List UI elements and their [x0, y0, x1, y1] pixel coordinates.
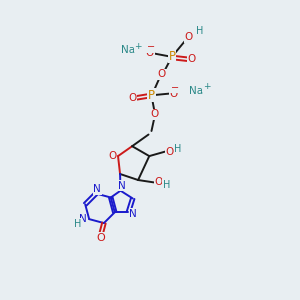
- Text: O: O: [170, 88, 178, 98]
- Text: P: P: [169, 50, 176, 63]
- Text: O: O: [97, 233, 105, 243]
- Text: −: −: [147, 43, 155, 52]
- Text: O: O: [150, 109, 159, 119]
- Text: N: N: [118, 181, 126, 191]
- Text: O: O: [165, 147, 174, 157]
- Text: O: O: [146, 48, 154, 59]
- Text: H: H: [174, 144, 182, 154]
- Text: O: O: [184, 32, 193, 42]
- Text: P: P: [148, 88, 155, 101]
- Text: O: O: [158, 69, 166, 79]
- Text: O: O: [109, 151, 117, 161]
- Text: H: H: [163, 180, 170, 190]
- Text: O: O: [188, 54, 196, 64]
- Text: N: N: [93, 184, 101, 194]
- Text: Na: Na: [121, 45, 135, 56]
- Text: +: +: [203, 82, 210, 91]
- Text: H: H: [196, 26, 204, 36]
- Text: +: +: [134, 42, 142, 51]
- Text: O: O: [128, 93, 136, 103]
- Text: N: N: [79, 214, 86, 224]
- Text: O: O: [154, 177, 163, 188]
- Text: Na: Na: [189, 85, 203, 96]
- Text: −: −: [171, 82, 179, 93]
- Text: H: H: [74, 219, 82, 229]
- Text: N: N: [129, 209, 137, 219]
